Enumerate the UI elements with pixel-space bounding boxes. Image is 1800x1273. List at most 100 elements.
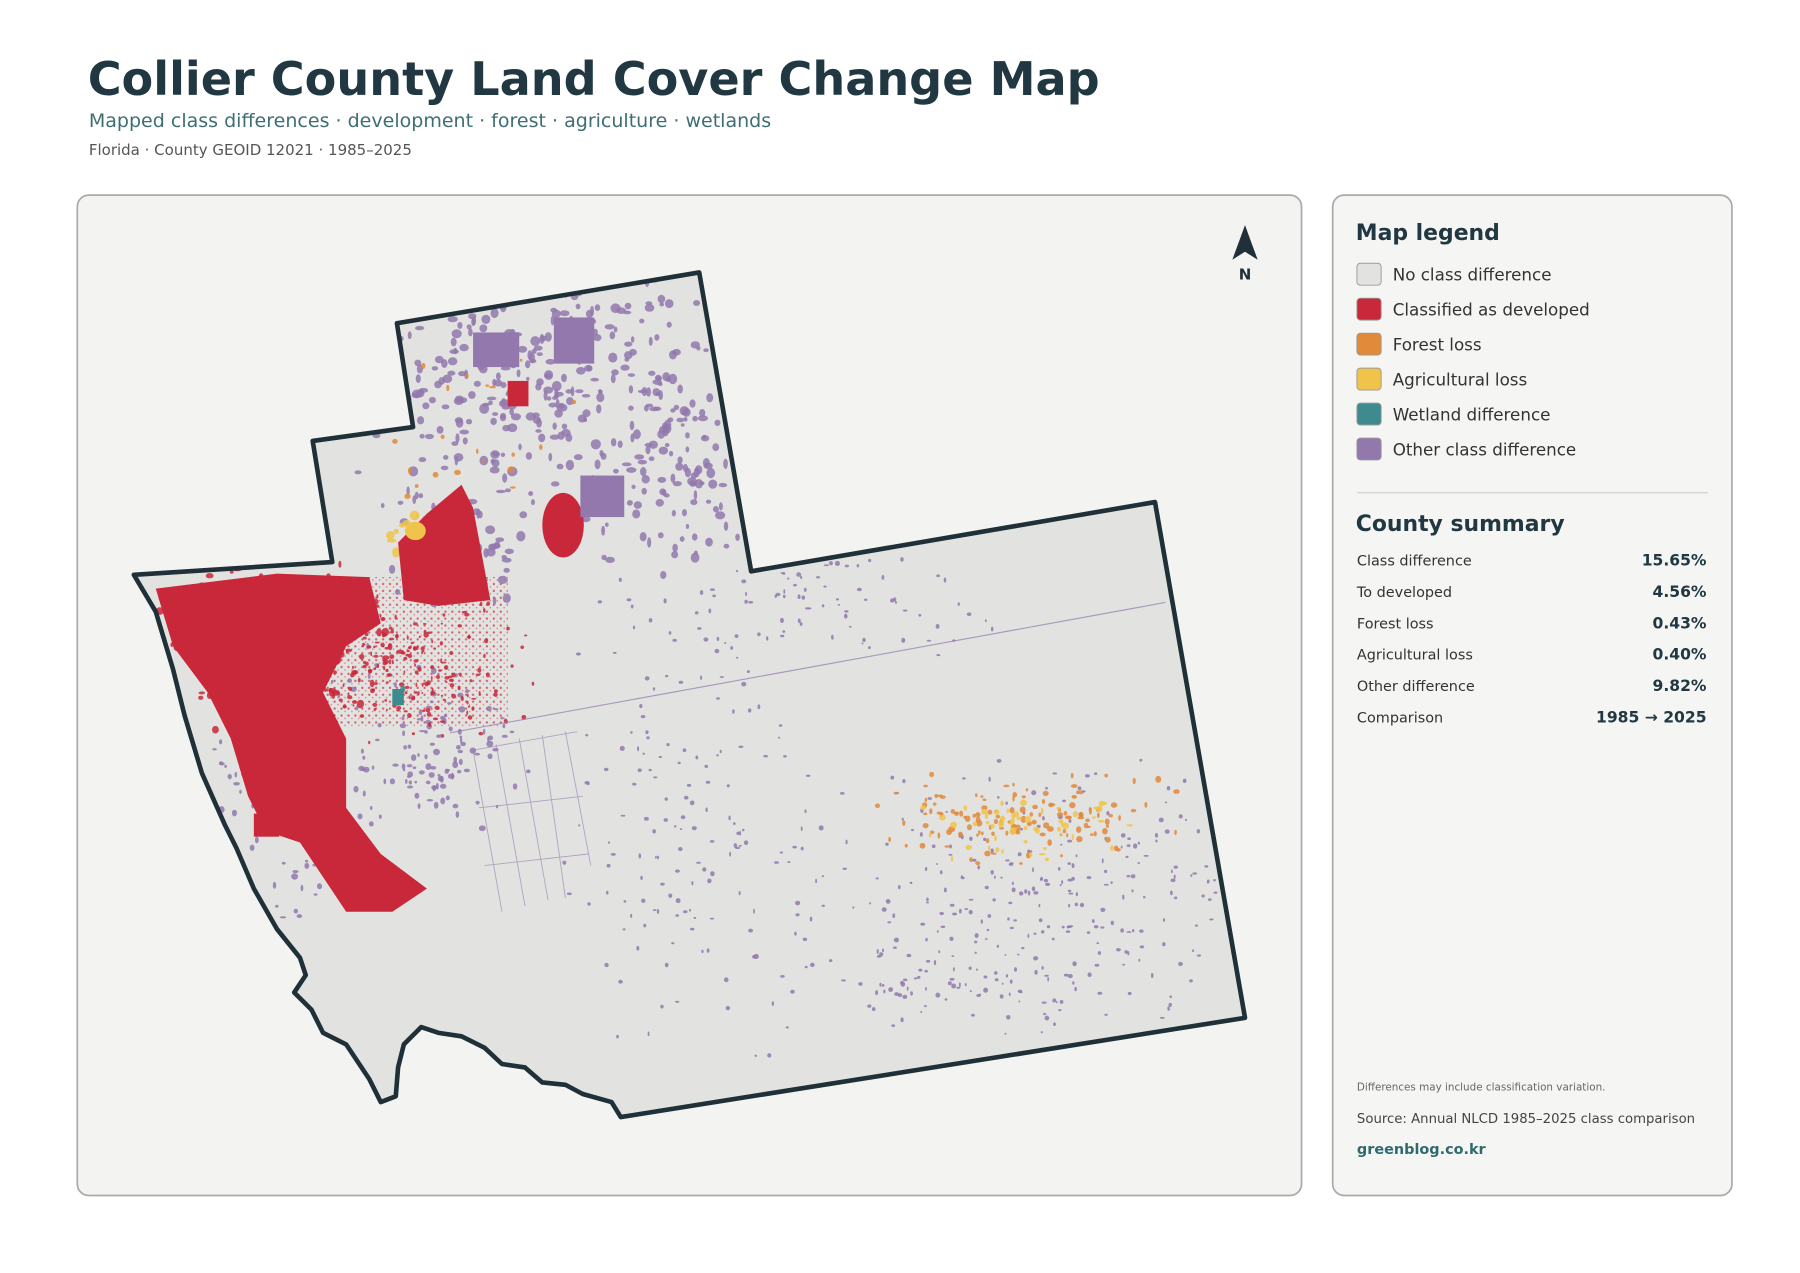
speckle bbox=[421, 362, 426, 369]
speckle bbox=[500, 366, 511, 371]
speckle bbox=[429, 742, 436, 746]
speckle bbox=[601, 525, 606, 536]
speckle bbox=[421, 709, 426, 712]
speckle bbox=[1120, 845, 1123, 849]
speckle bbox=[388, 564, 396, 574]
speckle bbox=[1126, 931, 1132, 933]
speckle bbox=[1011, 887, 1016, 893]
speckle bbox=[746, 670, 750, 674]
speckle bbox=[432, 471, 439, 478]
speckle bbox=[392, 763, 399, 767]
speckle bbox=[902, 978, 908, 982]
speckle bbox=[333, 670, 337, 675]
speckle bbox=[703, 348, 709, 353]
speckle bbox=[501, 734, 508, 738]
speckle bbox=[466, 324, 472, 330]
speckle bbox=[810, 962, 815, 968]
speckle bbox=[971, 1013, 975, 1017]
speckle bbox=[904, 843, 908, 848]
speckle bbox=[420, 646, 425, 651]
legend-swatch bbox=[1356, 367, 1382, 391]
speckle bbox=[982, 798, 987, 802]
speckle bbox=[800, 575, 803, 580]
speckle bbox=[455, 744, 461, 750]
speckle bbox=[1018, 1000, 1021, 1003]
speckle bbox=[640, 714, 646, 719]
speckle bbox=[421, 649, 425, 653]
speckle bbox=[779, 851, 784, 854]
speckle bbox=[1005, 801, 1008, 805]
speckle bbox=[424, 730, 428, 734]
speckle bbox=[732, 709, 735, 714]
speckle bbox=[468, 391, 476, 399]
speckle bbox=[773, 861, 779, 864]
speckle bbox=[431, 366, 439, 371]
speckle bbox=[939, 814, 946, 821]
speckle bbox=[780, 634, 785, 638]
speckle bbox=[1000, 800, 1004, 806]
speckle bbox=[437, 775, 444, 782]
speckle bbox=[502, 593, 511, 604]
speckle bbox=[1066, 833, 1069, 838]
county-outline bbox=[131, 270, 1248, 1120]
summary-value: 4.56% bbox=[1653, 583, 1707, 601]
speckle bbox=[800, 826, 803, 832]
speckle bbox=[239, 789, 242, 794]
speckle bbox=[1125, 855, 1129, 859]
speckle bbox=[460, 696, 464, 702]
speckle bbox=[338, 560, 342, 568]
speckle bbox=[960, 875, 963, 878]
speckle bbox=[936, 654, 941, 657]
speckle bbox=[944, 845, 950, 848]
speckle bbox=[890, 775, 895, 780]
speckle bbox=[492, 596, 497, 606]
speckle bbox=[1024, 889, 1028, 894]
speckle bbox=[516, 369, 521, 378]
speckle bbox=[1008, 901, 1013, 905]
speckle bbox=[616, 1034, 619, 1039]
speckle bbox=[1038, 918, 1043, 923]
speckle bbox=[780, 975, 785, 978]
speckle bbox=[452, 803, 459, 809]
speckle bbox=[420, 715, 424, 722]
speckle bbox=[902, 994, 908, 999]
speckle bbox=[414, 359, 422, 367]
speckle bbox=[550, 481, 560, 487]
speckle bbox=[558, 402, 565, 409]
speckle bbox=[575, 389, 584, 394]
speckle bbox=[475, 800, 480, 805]
speckle bbox=[938, 950, 941, 954]
speckle bbox=[978, 830, 981, 835]
speckle bbox=[487, 753, 493, 760]
speckle bbox=[689, 927, 695, 931]
speckle bbox=[679, 406, 690, 416]
speckle bbox=[422, 623, 427, 625]
speckle bbox=[975, 819, 983, 827]
speckle bbox=[469, 679, 473, 683]
speckle bbox=[988, 776, 991, 782]
speckle bbox=[497, 575, 508, 584]
speckle bbox=[604, 324, 615, 330]
speckle bbox=[375, 738, 380, 742]
speckle bbox=[1068, 819, 1072, 823]
speckle bbox=[533, 345, 543, 351]
speckle bbox=[995, 814, 1001, 819]
speckle bbox=[990, 824, 995, 829]
speckle bbox=[430, 675, 433, 680]
speckle bbox=[1005, 830, 1009, 836]
speckle bbox=[681, 509, 687, 517]
speckle bbox=[990, 852, 997, 855]
speckle bbox=[754, 1054, 758, 1057]
speckle bbox=[413, 646, 419, 651]
speckle bbox=[999, 994, 1004, 999]
speckle bbox=[966, 612, 972, 617]
speckle bbox=[371, 765, 375, 770]
speckle bbox=[501, 557, 512, 563]
speckle bbox=[554, 409, 563, 418]
speckle bbox=[362, 755, 366, 760]
speckle bbox=[445, 795, 450, 801]
speckle bbox=[536, 352, 543, 357]
speckle bbox=[444, 665, 449, 670]
speckle bbox=[486, 740, 494, 748]
speckle bbox=[913, 977, 918, 980]
